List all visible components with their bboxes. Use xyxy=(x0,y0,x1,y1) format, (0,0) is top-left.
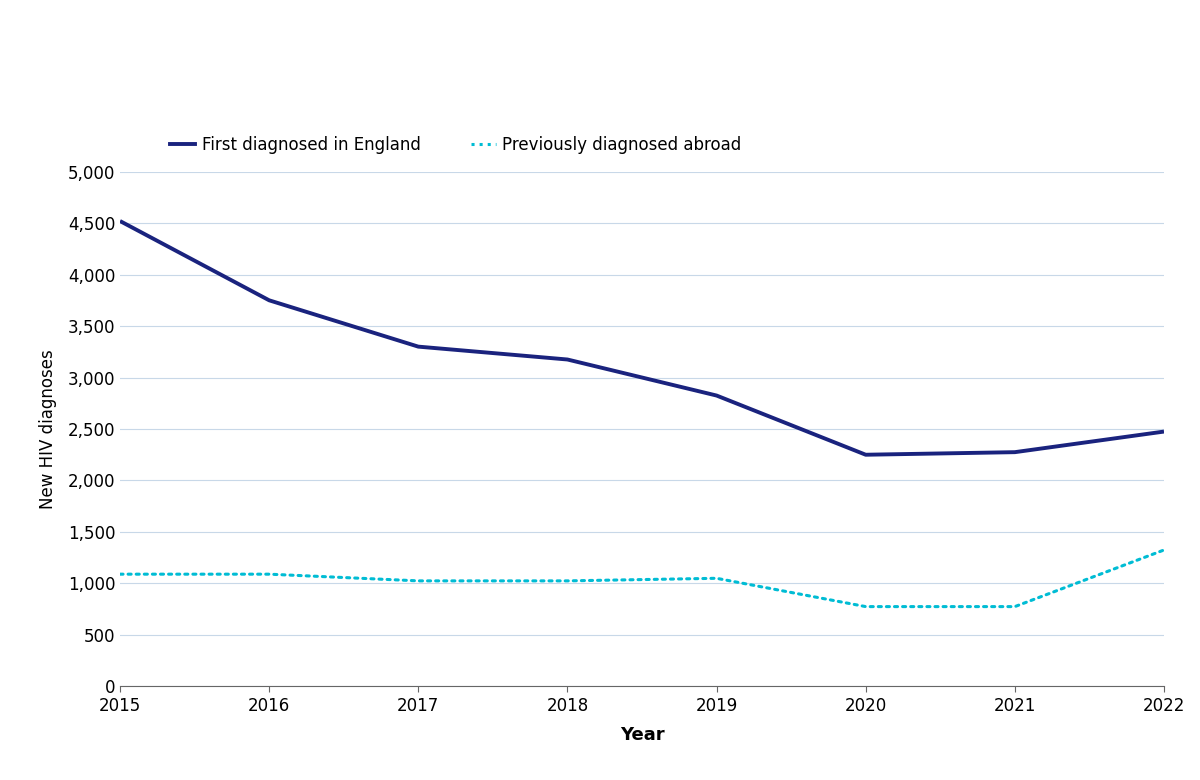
Y-axis label: New HIV diagnoses: New HIV diagnoses xyxy=(38,349,56,509)
Legend: First diagnosed in England, Previously diagnosed abroad: First diagnosed in England, Previously d… xyxy=(163,129,749,161)
X-axis label: Year: Year xyxy=(619,726,665,744)
